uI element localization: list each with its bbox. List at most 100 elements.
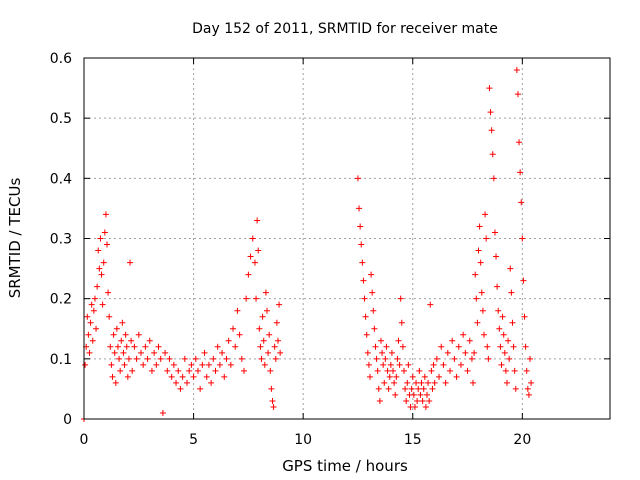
plus-marker — [260, 337, 267, 344]
data-point — [258, 355, 265, 362]
y-tick-label: 0.5 — [50, 111, 72, 127]
data-point — [232, 343, 239, 350]
plus-marker — [487, 109, 494, 116]
data-point — [121, 361, 128, 368]
plus-marker — [117, 367, 124, 374]
y-tick-label: 0.2 — [50, 292, 72, 308]
data-point — [368, 271, 375, 278]
plus-marker — [516, 139, 523, 146]
plus-marker — [258, 355, 265, 362]
plus-marker — [403, 397, 410, 404]
data-point — [272, 355, 279, 362]
data-point — [212, 367, 219, 374]
plus-marker — [232, 343, 239, 350]
plus-marker — [357, 223, 364, 230]
plus-marker — [518, 199, 525, 206]
plus-marker — [438, 343, 445, 350]
data-point — [380, 361, 387, 368]
data-point — [485, 355, 492, 362]
data-point — [114, 343, 121, 350]
plus-marker — [111, 349, 118, 356]
plus-marker — [251, 259, 258, 266]
plus-marker — [525, 391, 532, 398]
data-point — [444, 349, 451, 356]
data-point — [219, 349, 226, 356]
plus-marker — [166, 355, 173, 362]
plus-marker — [370, 307, 377, 314]
plus-marker — [442, 379, 449, 386]
data-point — [381, 379, 388, 386]
plus-marker — [396, 361, 403, 368]
data-point — [205, 361, 212, 368]
data-point — [384, 367, 391, 374]
plus-marker — [119, 319, 126, 326]
data-point — [157, 355, 164, 362]
plus-marker — [496, 325, 503, 332]
plus-marker — [431, 379, 438, 386]
plus-marker — [495, 307, 502, 314]
plus-marker — [146, 337, 153, 344]
plus-marker — [225, 337, 232, 344]
plus-marker — [513, 67, 520, 74]
data-point — [428, 367, 435, 374]
grid — [84, 58, 610, 419]
data-point — [500, 331, 507, 338]
plus-marker — [413, 379, 420, 386]
data-point — [497, 343, 504, 350]
plus-marker — [104, 241, 111, 248]
plus-marker — [157, 355, 164, 362]
plus-marker — [135, 331, 142, 338]
data-point — [495, 307, 502, 314]
plus-marker — [462, 349, 469, 356]
plus-marker — [112, 379, 119, 386]
plus-marker — [106, 313, 113, 320]
plus-marker — [384, 367, 391, 374]
data-point — [166, 355, 173, 362]
plus-marker — [392, 391, 399, 398]
data-point — [269, 397, 276, 404]
plus-marker — [179, 373, 186, 380]
plus-marker — [508, 289, 515, 296]
data-point — [496, 325, 503, 332]
data-point — [101, 229, 108, 236]
data-point — [87, 319, 94, 326]
plus-marker — [381, 379, 388, 386]
plus-marker — [188, 361, 195, 368]
plus-marker — [482, 211, 489, 218]
data-point — [197, 385, 204, 392]
data-point — [110, 331, 117, 338]
plus-marker — [506, 355, 513, 362]
data-point — [442, 379, 449, 386]
plus-marker — [108, 361, 115, 368]
data-point — [427, 301, 434, 308]
data-point — [358, 241, 365, 248]
data-point — [116, 355, 123, 362]
data-point — [249, 235, 256, 242]
plus-marker — [361, 295, 368, 302]
data-point — [203, 373, 210, 380]
data-point — [102, 211, 109, 218]
data-point — [173, 379, 180, 386]
data-point — [393, 373, 400, 380]
data-point — [240, 367, 247, 374]
data-point — [107, 343, 114, 350]
data-point — [267, 367, 274, 374]
data-point — [506, 355, 513, 362]
data-point — [503, 379, 510, 386]
x-tick-label: 5 — [189, 432, 198, 448]
plus-marker — [272, 355, 279, 362]
data-point — [91, 295, 98, 302]
plus-marker — [256, 325, 263, 332]
data-point — [372, 343, 379, 350]
y-tick-label: 0.3 — [50, 232, 72, 248]
plus-marker — [175, 367, 182, 374]
plus-marker — [212, 367, 219, 374]
plus-marker — [402, 385, 409, 392]
data-point — [386, 373, 393, 380]
x-axis-label: GPS time / hours — [282, 457, 408, 475]
plus-marker — [269, 397, 276, 404]
data-point — [400, 367, 407, 374]
plus-marker — [460, 331, 467, 338]
plus-marker — [127, 259, 134, 266]
plus-marker — [87, 319, 94, 326]
